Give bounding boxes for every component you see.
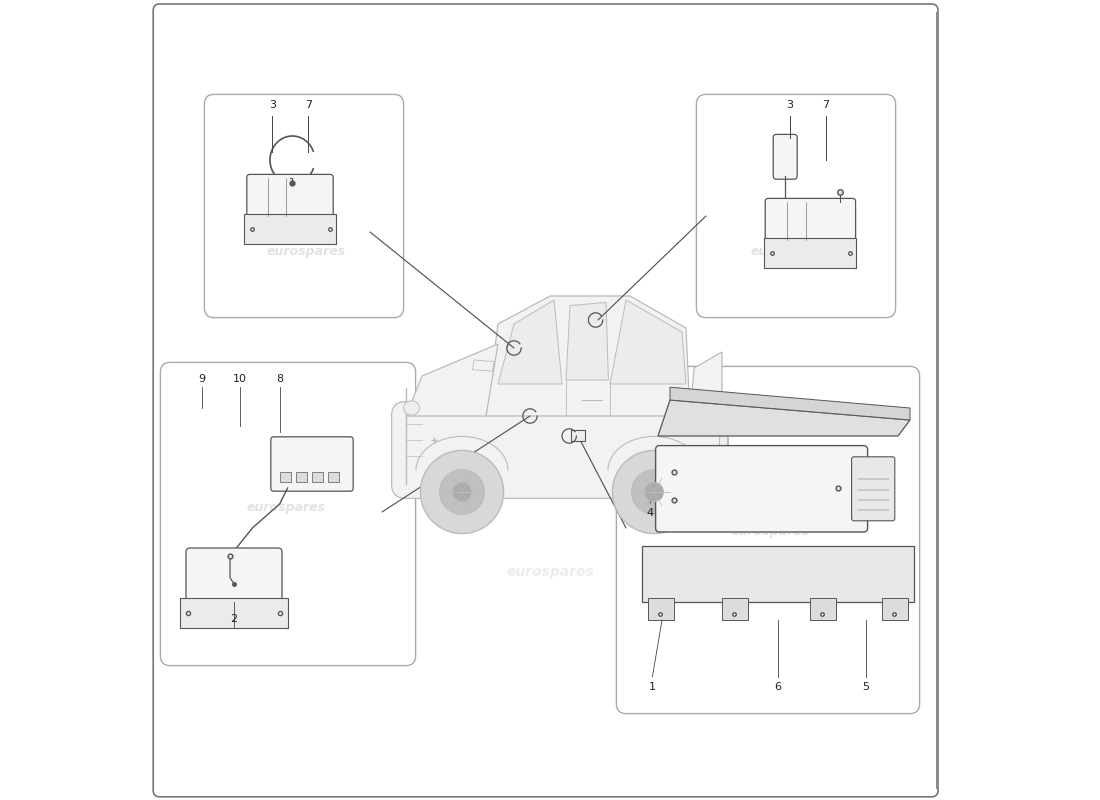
Text: 2: 2	[230, 614, 238, 624]
Circle shape	[631, 470, 676, 514]
Polygon shape	[610, 300, 686, 384]
Text: eurospares: eurospares	[266, 246, 345, 258]
Polygon shape	[486, 296, 690, 416]
Text: 3: 3	[268, 100, 276, 110]
Ellipse shape	[404, 401, 419, 415]
FancyBboxPatch shape	[616, 366, 920, 714]
Bar	[718, 424, 727, 448]
Polygon shape	[670, 387, 910, 420]
Bar	[244, 214, 337, 244]
Polygon shape	[566, 302, 608, 380]
Text: 5: 5	[862, 682, 869, 691]
Circle shape	[613, 450, 695, 534]
Text: eurospares: eurospares	[246, 502, 326, 514]
Bar	[311, 472, 322, 482]
Text: 6: 6	[774, 682, 781, 691]
FancyBboxPatch shape	[205, 94, 404, 318]
Text: 8: 8	[276, 374, 283, 384]
Bar	[810, 598, 836, 620]
FancyBboxPatch shape	[392, 402, 728, 498]
Polygon shape	[406, 344, 498, 416]
Bar	[180, 598, 288, 628]
Text: 1: 1	[649, 682, 656, 691]
FancyBboxPatch shape	[161, 362, 416, 666]
Bar	[882, 598, 908, 620]
Text: 4: 4	[647, 508, 653, 518]
Bar	[571, 430, 585, 441]
FancyBboxPatch shape	[766, 198, 856, 243]
Bar	[328, 472, 339, 482]
Bar	[296, 472, 307, 482]
Polygon shape	[690, 352, 722, 416]
Text: eurospares: eurospares	[750, 246, 829, 258]
Bar	[642, 546, 914, 602]
Circle shape	[420, 450, 504, 534]
FancyBboxPatch shape	[696, 94, 895, 318]
Text: 7: 7	[823, 100, 829, 110]
FancyBboxPatch shape	[773, 134, 798, 179]
FancyBboxPatch shape	[851, 457, 894, 521]
Text: 9: 9	[198, 374, 206, 384]
Circle shape	[452, 482, 472, 502]
Bar	[722, 598, 748, 620]
Text: 7: 7	[305, 100, 312, 110]
Circle shape	[440, 470, 484, 514]
FancyBboxPatch shape	[656, 446, 868, 532]
Text: eurospares: eurospares	[506, 565, 594, 579]
Text: 3: 3	[786, 100, 793, 110]
FancyBboxPatch shape	[186, 548, 282, 606]
Polygon shape	[498, 300, 562, 384]
Text: eurospares: eurospares	[730, 526, 810, 538]
Circle shape	[645, 482, 663, 502]
Bar	[763, 238, 856, 268]
Polygon shape	[658, 400, 910, 436]
Text: eurospares: eurospares	[506, 377, 594, 391]
Bar	[279, 472, 290, 482]
FancyBboxPatch shape	[271, 437, 353, 491]
Bar	[648, 598, 674, 620]
Text: 10: 10	[232, 374, 246, 384]
FancyBboxPatch shape	[153, 4, 938, 797]
Polygon shape	[472, 360, 494, 371]
FancyBboxPatch shape	[246, 174, 333, 219]
